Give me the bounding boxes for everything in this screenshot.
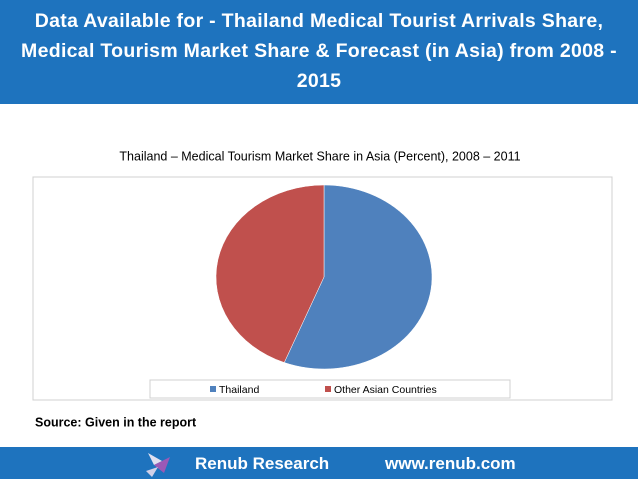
pie-slice xyxy=(283,184,433,370)
chart-title: Thailand – Medical Tourism Market Share … xyxy=(119,149,520,163)
header-band: Data Available for - Thailand Medical To… xyxy=(0,0,638,104)
legend-label: Thailand xyxy=(219,384,259,396)
footer-url: www.renub.com xyxy=(385,454,516,473)
logo xyxy=(146,453,170,477)
footer-band: Renub Research www.renub.com xyxy=(0,447,638,479)
footer-brand: Renub Research xyxy=(195,454,330,473)
pie-slice xyxy=(215,184,325,363)
source-note: Source: Given in the report xyxy=(35,415,197,429)
chart: Thailand – Medical Tourism Market Share … xyxy=(32,149,613,429)
legend-label: Other Asian Countries xyxy=(334,384,437,396)
legend-swatch xyxy=(210,386,216,392)
legend-swatch xyxy=(325,386,331,392)
header-title: Data Available for - Thailand Medical To… xyxy=(21,10,617,92)
